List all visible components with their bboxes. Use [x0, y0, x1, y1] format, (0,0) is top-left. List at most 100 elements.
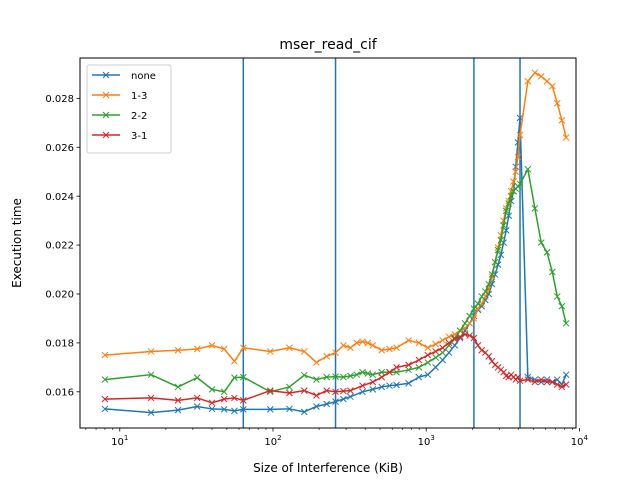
data-point — [266, 388, 274, 396]
legend-marker-3-1 — [102, 131, 110, 139]
legend-label-2-2: 2-2 — [131, 111, 147, 122]
data-point — [432, 348, 439, 355]
data-point — [553, 381, 561, 388]
data-point — [231, 394, 238, 402]
data-point — [340, 395, 347, 403]
data-point — [220, 345, 228, 353]
data-point — [439, 337, 446, 344]
data-point — [378, 383, 386, 391]
x-tick-label-2: 103 — [418, 434, 435, 448]
data-point — [147, 394, 155, 402]
x-axis-label: Size of Interference (KiB) — [253, 461, 403, 475]
data-point — [174, 397, 182, 404]
x-tick-label-0: 101 — [111, 434, 128, 448]
data-point — [478, 293, 486, 300]
data-point — [323, 352, 331, 360]
data-point — [432, 340, 439, 348]
data-point — [300, 348, 308, 355]
data-point — [369, 371, 377, 379]
data-point — [347, 372, 354, 380]
data-point — [220, 406, 228, 413]
data-point — [505, 200, 513, 207]
data-point — [220, 395, 228, 403]
data-point — [474, 341, 482, 349]
data-point — [239, 344, 247, 352]
data-point — [524, 77, 532, 85]
series-3-1 — [101, 330, 570, 407]
data-point — [174, 383, 182, 391]
data-point — [405, 361, 412, 369]
data-point — [478, 346, 486, 354]
data-point — [543, 378, 551, 386]
data-point — [500, 368, 507, 376]
data-point — [231, 374, 238, 381]
data-point — [466, 332, 473, 339]
data-point — [231, 357, 238, 365]
data-point — [562, 381, 570, 388]
data-point — [364, 339, 372, 347]
data-point — [193, 403, 201, 410]
data-point — [415, 356, 423, 364]
data-point — [456, 333, 464, 341]
y-tick-label-6: 0.028 — [45, 94, 74, 105]
data-point — [393, 368, 400, 376]
data-point — [208, 341, 216, 349]
data-point — [332, 398, 339, 405]
data-point — [147, 409, 155, 416]
data-point — [548, 268, 556, 276]
legend-marker-1-3 — [102, 91, 110, 99]
data-point — [147, 348, 155, 355]
x-tick-label-1: 102 — [264, 434, 281, 448]
data-point — [359, 388, 366, 396]
data-point — [553, 293, 561, 300]
legend-marker-none — [102, 71, 110, 79]
data-point — [497, 236, 505, 244]
data-point — [300, 387, 308, 394]
data-point — [378, 368, 386, 376]
y-tick-label-2: 0.020 — [45, 290, 74, 301]
chart-title: mser_read_cif — [279, 37, 377, 53]
data-point — [174, 346, 182, 354]
data-point — [208, 405, 216, 413]
data-point — [286, 344, 293, 352]
data-point — [323, 400, 331, 408]
data-point — [558, 117, 566, 124]
data-point — [266, 348, 274, 355]
data-point — [514, 373, 522, 381]
data-point — [239, 397, 247, 404]
data-point — [531, 69, 539, 77]
data-point — [340, 387, 347, 395]
data-point — [432, 363, 439, 371]
data-point — [553, 99, 561, 107]
data-point — [500, 222, 507, 229]
data-point — [101, 405, 109, 413]
data-point — [239, 406, 247, 413]
data-point — [347, 393, 354, 401]
data-point — [424, 371, 432, 379]
data-point — [488, 271, 496, 278]
data-point — [415, 363, 423, 371]
data-point — [340, 373, 347, 381]
y-tick-label-5: 0.026 — [45, 143, 74, 154]
data-point — [415, 373, 423, 381]
data-point — [353, 371, 361, 379]
legend: none 1-3 2-2 3-1 — [86, 64, 172, 154]
legend-label-3-1: 3-1 — [131, 131, 147, 142]
y-tick-label-0: 0.016 — [45, 387, 74, 398]
data-point — [424, 359, 432, 366]
data-point — [369, 341, 377, 349]
data-point — [174, 406, 182, 414]
data-point — [101, 395, 109, 403]
data-point — [514, 153, 522, 161]
data-point — [439, 356, 446, 364]
data-point — [562, 134, 570, 141]
data-point — [439, 349, 446, 357]
data-point — [378, 346, 386, 354]
data-point — [332, 373, 339, 380]
data-point — [378, 373, 386, 381]
data-point — [548, 378, 556, 386]
data-point — [313, 359, 320, 366]
data-point — [266, 406, 274, 413]
data-point — [531, 378, 539, 386]
